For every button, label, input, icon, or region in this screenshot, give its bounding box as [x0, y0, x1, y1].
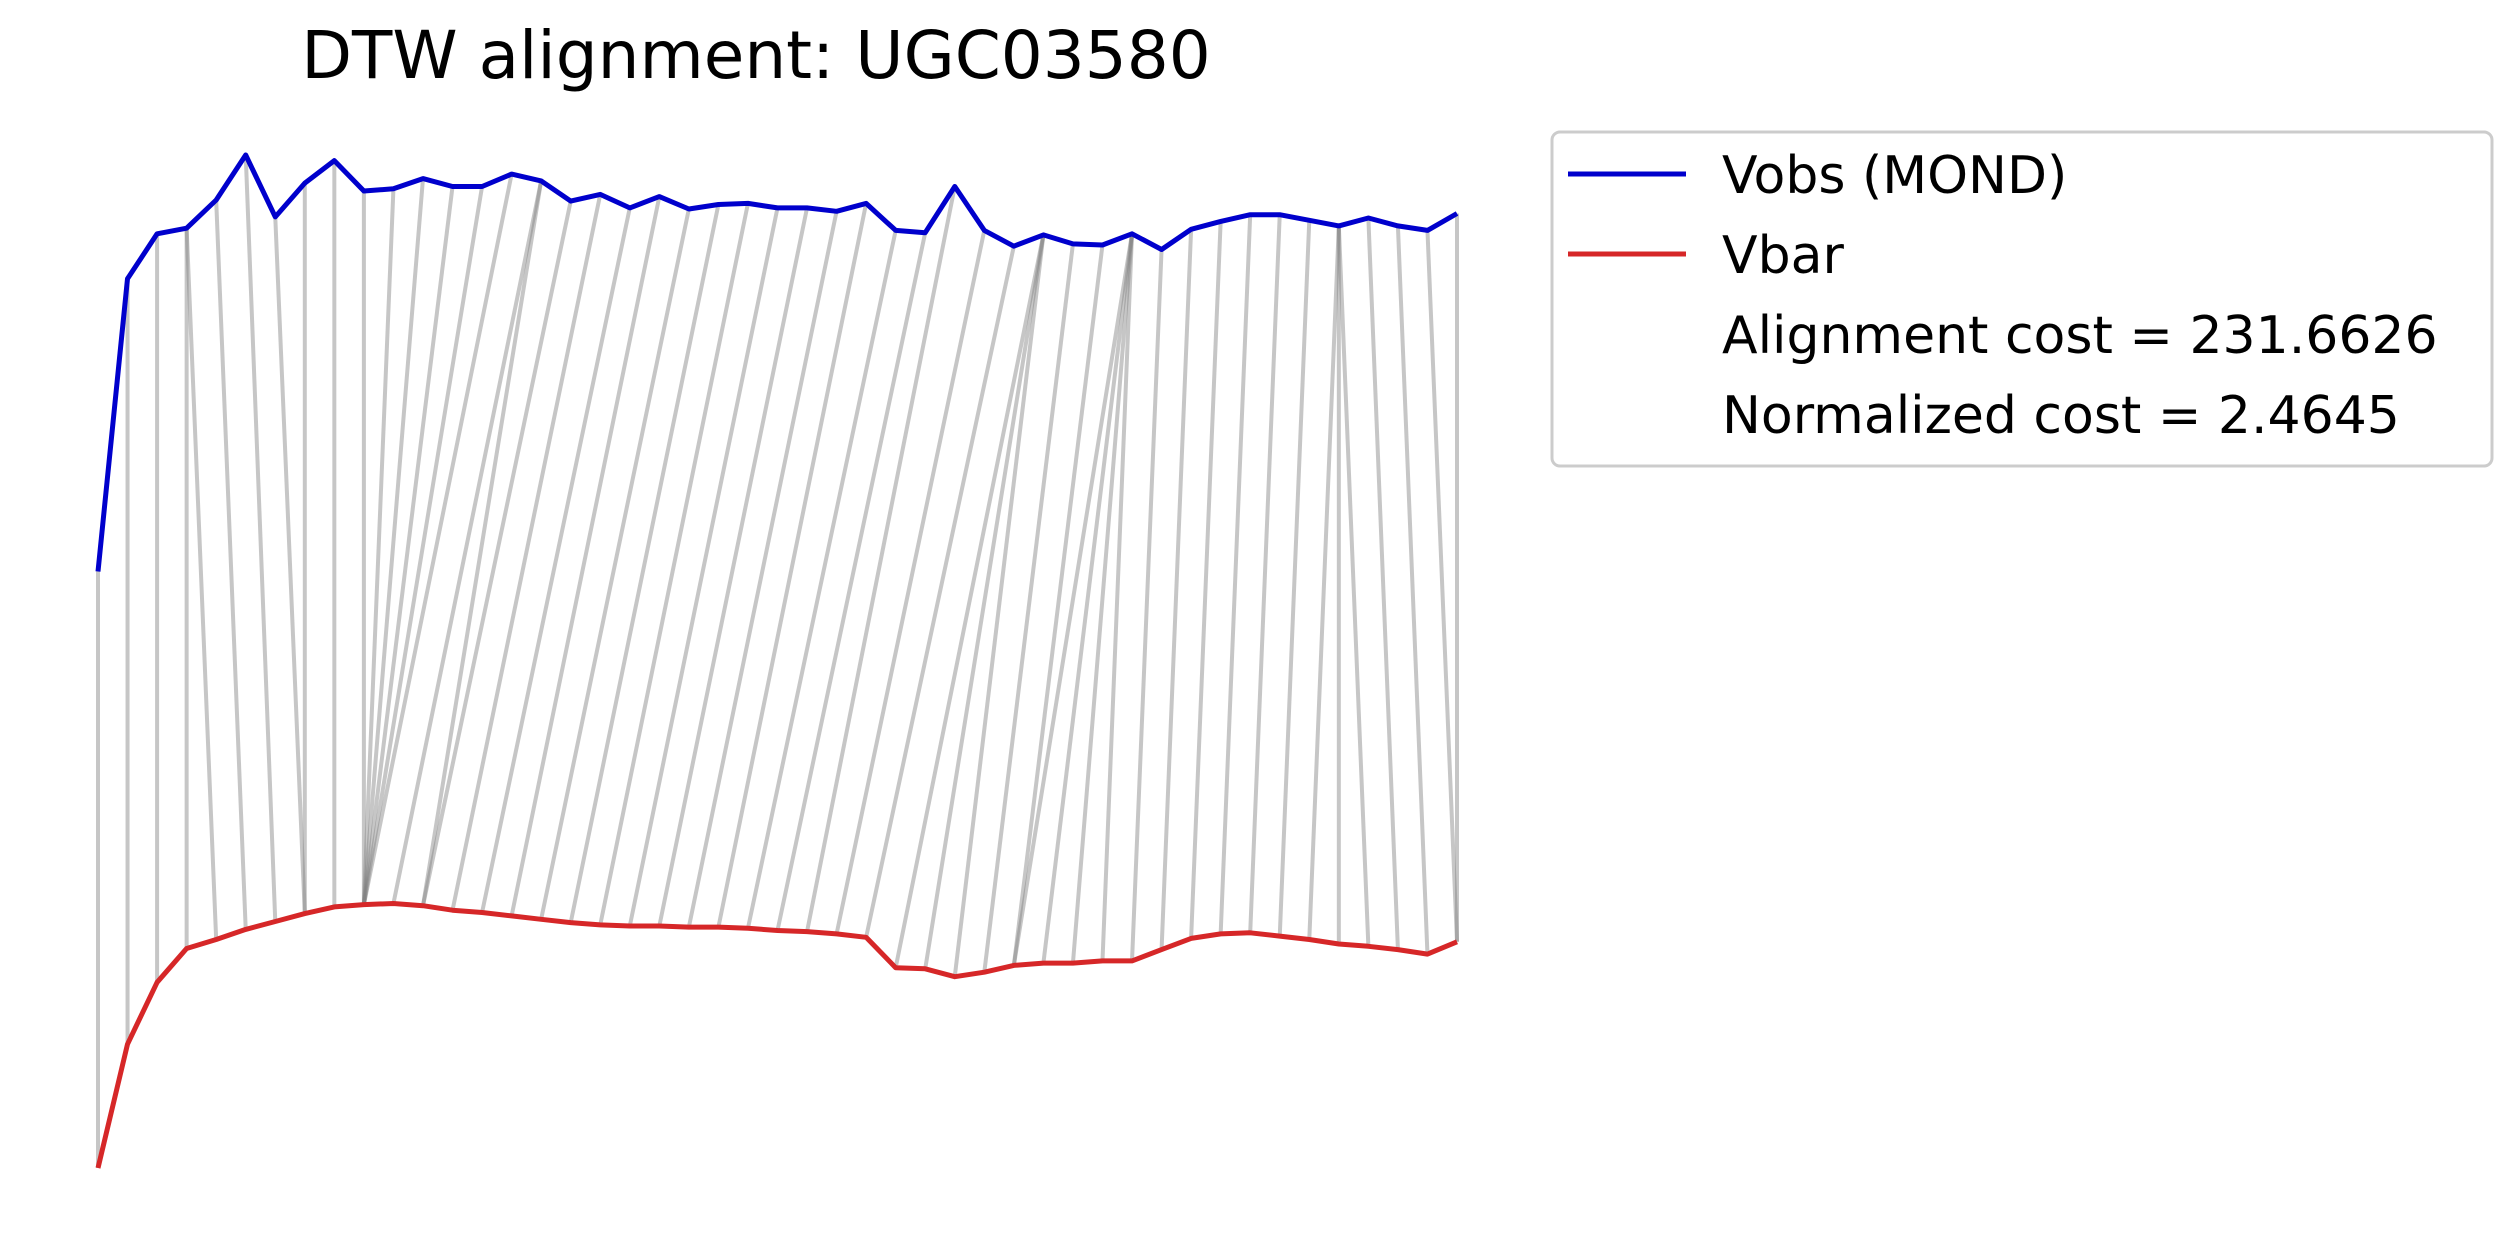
- alignment-line-26: [657, 207, 810, 927]
- alignment-line-46: [1218, 214, 1253, 934]
- alignment-line-14: [361, 186, 485, 905]
- alignment-line-18: [421, 200, 573, 907]
- alignment-line-48: [1277, 220, 1312, 937]
- series-line-vobs: [95, 152, 1459, 572]
- alignment-line-21: [509, 196, 662, 917]
- alignment-line-13: [361, 186, 455, 905]
- alignment-line-33: [864, 245, 1016, 938]
- legend-label-vbar: Vbar: [1722, 226, 1844, 286]
- alignment-line-23: [568, 204, 721, 924]
- alignment-line-38: [1011, 244, 1105, 966]
- series-lines: [95, 152, 1459, 1169]
- alignment-line-43: [1130, 249, 1164, 961]
- alignment-line-11: [361, 188, 396, 905]
- alignment-line-40: [1041, 233, 1135, 964]
- alignment-lines: [96, 154, 1459, 1168]
- alignment-line-24: [598, 202, 750, 926]
- alignment-line-39: [1011, 233, 1134, 966]
- alignment-line-5: [214, 199, 248, 930]
- alignment-line-28: [716, 202, 869, 928]
- normalized-cost-label: Normalized cost = 2.4645: [1722, 386, 2400, 446]
- alignment-line-15: [361, 173, 514, 906]
- alignment-line-22: [539, 208, 691, 920]
- alignment-line-53: [1395, 225, 1430, 955]
- legend-label-vobs: Vobs (MOND): [1722, 146, 2067, 206]
- alignment-line-47: [1248, 214, 1282, 933]
- alignment-line-42: [1100, 233, 1135, 961]
- alignment-line-30: [775, 232, 928, 931]
- alignment-line-20: [480, 207, 632, 913]
- alignment-line-35: [923, 234, 1046, 970]
- alignment-line-31: [805, 186, 957, 933]
- alignment-line-44: [1159, 229, 1194, 950]
- alignment-line-34: [893, 234, 1046, 969]
- alignment-line-19: [450, 193, 603, 911]
- legend: Vobs (MOND) Vbar Alignment cost = 231.66…: [1550, 130, 2494, 468]
- alignment-line-16: [391, 180, 544, 904]
- alignment-cost-label: Alignment cost = 231.6626: [1722, 306, 2438, 366]
- series-line-vbar: [95, 901, 1458, 1169]
- alignment-line-37: [982, 243, 1075, 973]
- legend-box: [1550, 130, 2494, 468]
- alignment-line-45: [1189, 221, 1223, 939]
- alignment-line-17: [421, 180, 544, 907]
- alignment-line-29: [745, 229, 898, 929]
- alignment-line-49: [1307, 225, 1341, 940]
- alignment-line-41: [1070, 233, 1135, 964]
- alignment-line-12: [361, 178, 425, 905]
- alignment-line-4: [184, 228, 219, 940]
- alignment-line-25: [627, 207, 780, 927]
- alignment-line-6: [243, 154, 278, 922]
- alignment-line-36: [952, 234, 1046, 977]
- chart-title: DTW alignment: UGC03580: [301, 17, 1211, 94]
- alignment-line-32: [834, 230, 987, 935]
- alignment-line-52: [1366, 217, 1400, 950]
- alignment-line-7: [273, 216, 307, 914]
- alignment-line-51: [1336, 225, 1371, 947]
- alignment-line-54: [1425, 230, 1459, 942]
- alignment-line-27: [686, 210, 839, 928]
